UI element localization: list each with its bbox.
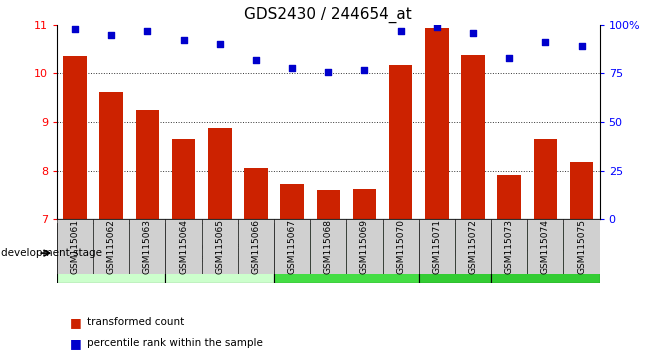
- Point: [178, 38, 189, 43]
- Bar: [346, 219, 383, 274]
- Bar: [57, 219, 93, 274]
- Text: percentile rank within the sample: percentile rank within the sample: [87, 338, 263, 348]
- Point: [106, 32, 117, 37]
- Text: monocyte: monocyte: [87, 248, 135, 258]
- Bar: [274, 223, 419, 283]
- Bar: [57, 223, 165, 283]
- Point: [70, 26, 80, 32]
- Text: development stage: development stage: [1, 248, 102, 258]
- Text: GSM115074: GSM115074: [541, 219, 550, 274]
- Bar: [208, 128, 232, 219]
- Bar: [570, 162, 594, 219]
- Text: transformed count: transformed count: [87, 317, 184, 327]
- Text: M2 macrophage: M2 macrophage: [506, 248, 585, 258]
- Text: GSM115073: GSM115073: [505, 219, 514, 274]
- Point: [287, 65, 297, 70]
- Point: [359, 67, 370, 72]
- Point: [540, 40, 551, 45]
- Bar: [419, 219, 455, 274]
- Bar: [461, 55, 485, 219]
- Bar: [491, 223, 600, 283]
- Bar: [491, 219, 527, 274]
- Point: [251, 57, 261, 63]
- Bar: [389, 65, 413, 219]
- Text: GSM115072: GSM115072: [468, 219, 478, 274]
- Text: M1 macrophage: M1 macrophage: [415, 248, 494, 258]
- Text: GSM115063: GSM115063: [143, 219, 152, 274]
- Bar: [135, 110, 159, 219]
- Text: GSM115075: GSM115075: [577, 219, 586, 274]
- Bar: [63, 56, 87, 219]
- Point: [214, 41, 225, 47]
- Bar: [280, 184, 304, 219]
- Text: GSM115067: GSM115067: [287, 219, 297, 274]
- Bar: [244, 169, 268, 219]
- Bar: [419, 223, 491, 283]
- Title: GDS2430 / 244654_at: GDS2430 / 244654_at: [245, 7, 412, 23]
- Point: [431, 24, 442, 29]
- Bar: [238, 219, 274, 274]
- Text: GSM115071: GSM115071: [432, 219, 442, 274]
- Bar: [274, 219, 310, 274]
- Point: [504, 55, 515, 61]
- Bar: [383, 219, 419, 274]
- Bar: [527, 219, 563, 274]
- Bar: [533, 139, 557, 219]
- Text: GSM115064: GSM115064: [179, 219, 188, 274]
- Bar: [352, 189, 377, 219]
- Text: GSM115066: GSM115066: [251, 219, 261, 274]
- Bar: [165, 219, 202, 274]
- Text: ■: ■: [70, 316, 82, 329]
- Point: [576, 44, 587, 49]
- Point: [142, 28, 153, 33]
- Text: GSM115061: GSM115061: [70, 219, 80, 274]
- Text: macrophage: macrophage: [316, 248, 377, 258]
- Bar: [172, 139, 196, 219]
- Bar: [455, 219, 491, 274]
- Bar: [310, 219, 346, 274]
- Text: monocyte at intermediat
e differentiation stage: monocyte at intermediat e differentiatio…: [159, 242, 281, 264]
- Bar: [563, 219, 600, 274]
- Text: GSM115068: GSM115068: [324, 219, 333, 274]
- Text: GSM115062: GSM115062: [107, 219, 116, 274]
- Text: ■: ■: [70, 337, 82, 350]
- Point: [323, 69, 334, 74]
- Bar: [129, 219, 165, 274]
- Bar: [93, 219, 129, 274]
- Bar: [425, 28, 449, 219]
- Text: GSM115070: GSM115070: [396, 219, 405, 274]
- Text: GSM115069: GSM115069: [360, 219, 369, 274]
- Bar: [202, 219, 238, 274]
- Bar: [165, 223, 274, 283]
- Point: [395, 28, 406, 33]
- Bar: [497, 175, 521, 219]
- Point: [468, 30, 478, 35]
- Bar: [316, 190, 340, 219]
- Text: GSM115065: GSM115065: [215, 219, 224, 274]
- Bar: [99, 92, 123, 219]
